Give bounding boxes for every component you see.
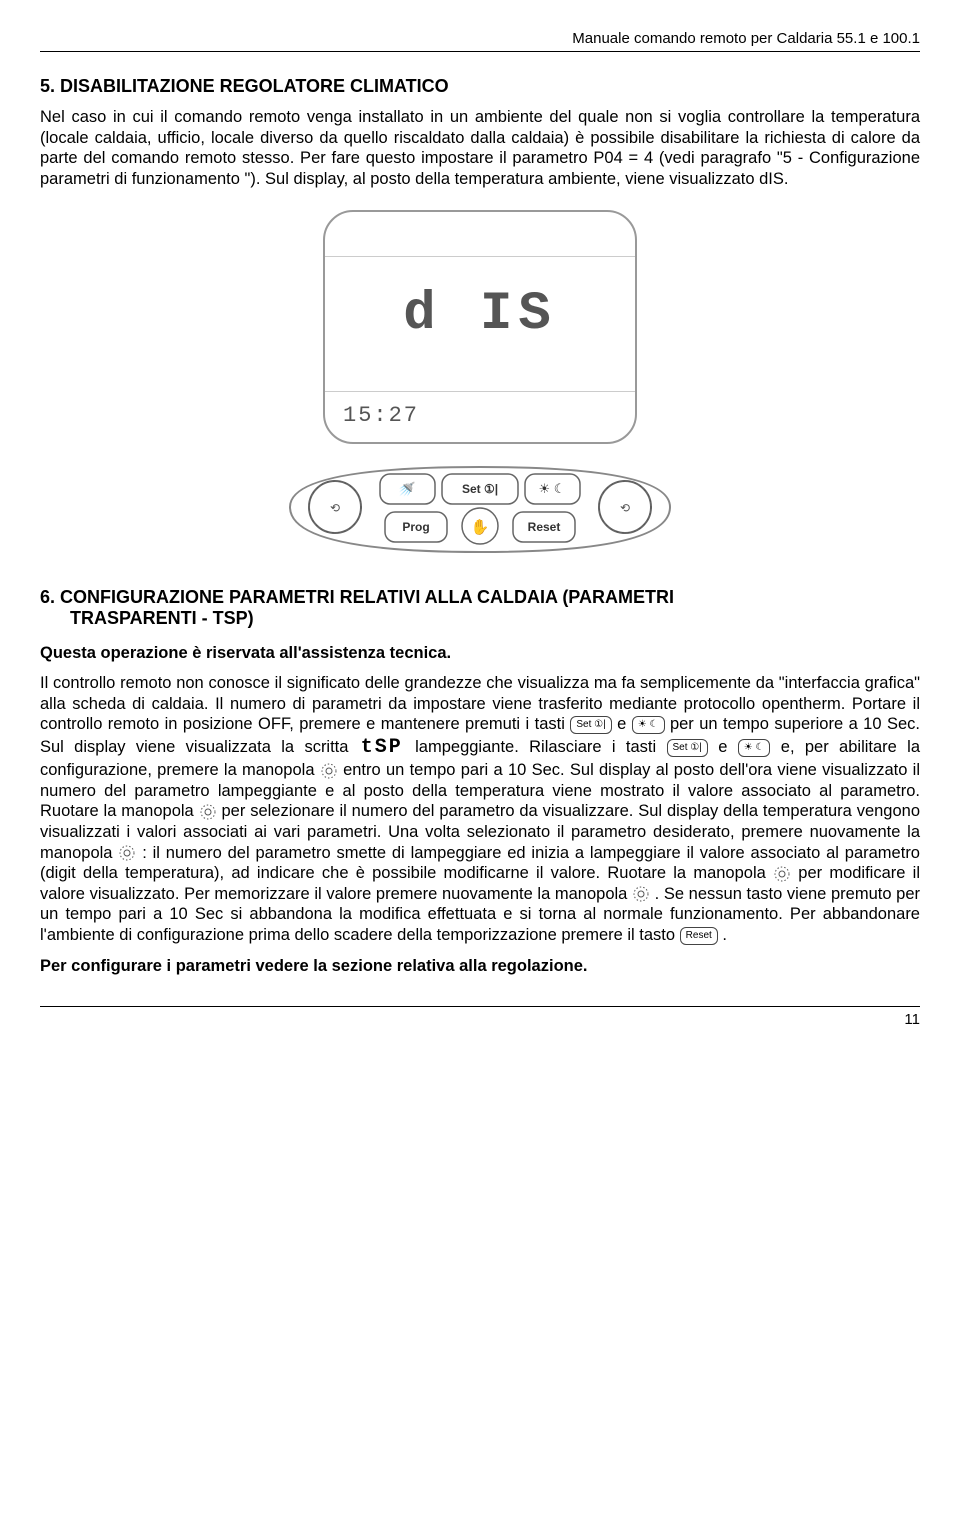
section5-body: Nel caso in cui il comando remoto venga …: [40, 107, 920, 190]
txt: lampeggiante. Rilasciare i tasti: [415, 738, 666, 756]
section6-title-l1: 6. CONFIGURAZIONE PARAMETRI RELATIVI ALL…: [40, 587, 674, 607]
display-main-text: d IS: [325, 284, 635, 345]
knob-icon: [118, 844, 136, 862]
device-buttons-panel: ⟲ ⟲ 🚿 Set ①| ☀ ☾ Prog ✋: [280, 462, 680, 557]
section6-subtitle: Questa operazione è riservata all'assist…: [40, 643, 920, 664]
svg-text:⟲: ⟲: [330, 501, 340, 515]
svg-text:Reset: Reset: [528, 520, 561, 534]
svg-text:🚿: 🚿: [398, 481, 415, 498]
device-illustration: d IS 15:27 ⟲ ⟲ 🚿 Set ①|: [40, 210, 920, 557]
display-divider: [325, 391, 635, 392]
sunmoon-icon: ☀ ☾: [738, 739, 771, 757]
device-display: d IS 15:27: [323, 210, 637, 444]
svg-text:✋: ✋: [471, 518, 490, 536]
knob-icon: [320, 762, 338, 780]
header-title: Manuale comando remoto per Caldaria 55.1…: [40, 30, 920, 52]
section5-body-text: Nel caso in cui il comando remoto venga …: [40, 108, 920, 188]
knob-icon: [199, 803, 217, 821]
footer-page: 11: [40, 1006, 920, 1028]
section6-closing: Per configurare i parametri vedere la se…: [40, 956, 920, 977]
section6-body: Il controllo remoto non conosce il signi…: [40, 673, 920, 946]
svg-text:☀ ☾: ☀ ☾: [539, 481, 566, 496]
set-button-label: Set ①|: [462, 482, 498, 496]
set-icon: Set ①|: [570, 716, 611, 734]
display-divider: [325, 256, 635, 257]
tsp-label: tSP: [359, 735, 405, 760]
sunmoon-icon: ☀ ☾: [632, 716, 665, 734]
page: Manuale comando remoto per Caldaria 55.1…: [0, 0, 960, 1058]
txt: .: [722, 926, 727, 944]
txt: e: [617, 715, 632, 733]
section6-title: 6. CONFIGURAZIONE PARAMETRI RELATIVI ALL…: [40, 587, 920, 629]
txt: e: [718, 738, 738, 756]
svg-text:⟲: ⟲: [620, 501, 630, 515]
knob-icon: [632, 885, 650, 903]
display-time: 15:27: [343, 403, 419, 428]
section5-title: 5. DISABILITAZIONE REGOLATORE CLIMATICO: [40, 76, 920, 97]
reset-icon: Reset: [680, 927, 718, 945]
section6-title-l2: TRASPARENTI - TSP): [40, 608, 920, 629]
set-icon: Set ①|: [667, 739, 708, 757]
knob-icon: [773, 865, 791, 883]
svg-text:Prog: Prog: [402, 520, 429, 534]
